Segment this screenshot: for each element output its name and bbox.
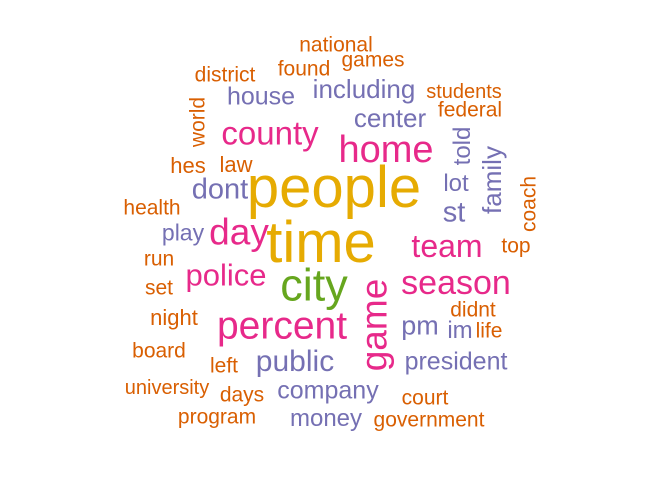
word-found: found [277, 57, 331, 81]
word-didnt: didnt [450, 298, 496, 322]
word-court: court [401, 386, 449, 410]
word-federal: federal [437, 98, 503, 122]
word-family: family [477, 146, 507, 214]
word-night: night [150, 305, 198, 330]
word-coach: coach [517, 175, 541, 233]
word-run: run [143, 247, 175, 271]
word-government: government [373, 408, 485, 432]
word-county: county [221, 114, 319, 152]
word-days: days [219, 383, 265, 407]
word-city: city [280, 259, 348, 311]
word-told: told [449, 126, 476, 166]
word-health: health [123, 196, 181, 220]
word-including: including [312, 74, 416, 104]
word-money: money [289, 405, 363, 432]
word-students: students [426, 81, 502, 103]
word-world: world [186, 96, 210, 148]
word-day: day [209, 211, 269, 253]
word-game: game [353, 278, 395, 372]
word-hes: hes [170, 153, 206, 178]
word-time: time [266, 210, 376, 275]
word-im: im [447, 317, 473, 344]
word-lot: lot [443, 170, 469, 197]
word-percent: percent [216, 304, 348, 348]
word-games: games [341, 48, 405, 72]
word-st: st [442, 196, 466, 229]
word-left: left [209, 354, 239, 378]
word-pm: pm [401, 310, 439, 341]
word-season: season [401, 264, 511, 302]
word-university: university [124, 377, 210, 399]
word-set: set [144, 276, 174, 300]
word-top: top [501, 234, 531, 258]
word-law: law [219, 152, 253, 177]
word-center: center [353, 103, 427, 133]
word-house: house [226, 82, 296, 111]
word-board: board [132, 339, 186, 363]
word-police: police [185, 257, 267, 293]
word-people: people [246, 155, 422, 220]
word-home: home [338, 129, 434, 171]
word-president: president [404, 347, 508, 376]
word-program: program [177, 405, 257, 429]
word-dont: dont [191, 173, 249, 206]
word-play: play [161, 219, 205, 246]
word-public: public [255, 345, 335, 378]
word-life: life [475, 319, 503, 343]
word-district: district [194, 63, 256, 87]
word-team: team [411, 228, 483, 264]
word-company: company [277, 376, 379, 405]
word-national: national [299, 33, 373, 57]
